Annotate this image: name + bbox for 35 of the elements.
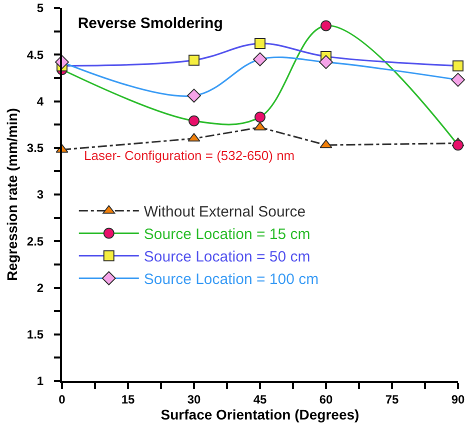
x-tick-label: 60 [319,392,333,406]
point [451,72,465,87]
annotation: Laser- Configuration = (532-650) nm [84,148,295,163]
point [452,140,464,151]
point [320,20,332,32]
y-tick-label: 4.5 [26,48,44,62]
x-tick-label: 90 [451,392,465,406]
x-tick-label: 45 [253,392,267,406]
point [254,112,266,123]
point [254,38,266,49]
point [188,54,200,66]
point [187,88,201,103]
legend-label: Source Location = 50 cm [144,248,310,266]
y-tick-label: 1.5 [26,328,44,342]
x-tick-label: 75 [385,392,399,406]
point [452,60,464,72]
y-axis-title: Regression rate (mm/min) [4,108,20,281]
x-tick-label: 0 [58,392,66,406]
x-axis-title: Surface Orientation (Degrees) [160,406,360,422]
x-tick-label: 15 [121,392,135,406]
y-tick-label: 1 [36,374,44,388]
y-tick-label: 5 [36,1,44,16]
y-tick-label: 4 [36,94,44,108]
point [319,55,333,70]
y-tick-label: 3.5 [26,141,44,156]
x-tick-label: 30 [187,392,201,406]
point [188,115,200,126]
y-tick-label: 2.5 [26,234,44,248]
point [253,52,267,66]
text: Reverse Smoldering [78,14,223,32]
y-tick-label: 3 [36,188,44,202]
legend-label: Source Location = 15 cm [144,226,310,244]
legend-label: Without External Source [144,204,306,221]
y-tick-label: 2 [36,280,44,295]
legend-label: Source Location = 100 cm [144,271,319,288]
